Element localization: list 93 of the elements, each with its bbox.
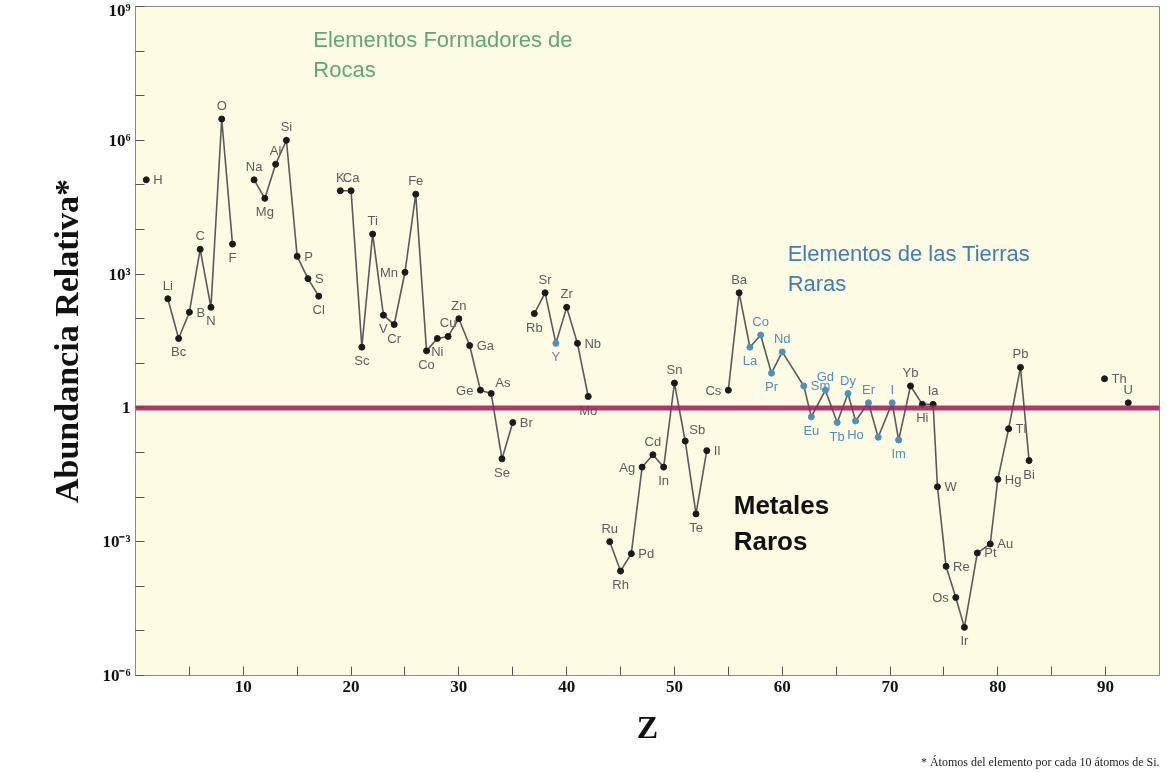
annotation: Ga [476,338,495,354]
annotation: Hi [916,410,929,426]
annotation: Nd [773,330,791,346]
annotation: Yb [902,364,919,380]
annotation: Pr [764,379,779,395]
annotation: Ca [342,169,361,185]
annotation: Ti [367,213,378,229]
annotation: Fe [408,173,424,189]
x-tick-label: 80 [989,676,1007,696]
annotation: As [495,374,511,390]
annotation: Elementos de las Tierras Raras [787,240,1030,296]
annotation: Rb [526,319,543,335]
y-tick-label: 10⁻³ [102,532,131,552]
annotation: Zr [560,286,574,302]
annotation: Ia [927,383,940,399]
x-tick-label: 20 [342,676,360,696]
annotation: Sc [354,353,370,369]
annotation: Au [997,536,1014,552]
annotation: Dy [840,372,857,388]
y-tick-label: 10³ [108,264,131,284]
annotation: Ho [847,426,864,442]
annotation: Sr [538,271,553,287]
annotation: Ag [619,459,636,475]
annotation: Im [891,446,906,462]
annotation: C [195,228,205,244]
x-tick-label: 30 [450,676,468,696]
x-tick-label: 40 [558,676,576,696]
annotation: Te [689,519,703,535]
y-tick-label: 10⁶ [108,130,131,150]
annotation: Cd [644,433,662,449]
annotation: Pd [638,546,655,562]
annotation: Br [519,415,534,431]
annotation: Ba [731,271,748,287]
annotation: Bi [1023,466,1035,482]
annotation: Sn [666,362,683,378]
annotation: Bc [171,344,187,360]
annotation: S [314,271,324,287]
annotation: K [335,169,345,185]
annotation: Cl [312,302,325,318]
annotation: Al [269,143,282,159]
annotation: B [196,304,206,320]
annotation: U [1123,381,1133,397]
annotation: H [153,172,163,188]
annotation: Pb [1012,346,1029,362]
annotation: Ge [456,382,474,398]
annotation: F [228,250,237,266]
x-tick-label: 50 [665,676,683,696]
annotation: Y [551,349,561,365]
y-tick-label: 10⁻⁶ [102,666,131,685]
annotation: Cr [387,330,402,346]
text: * Átomos del elemento por cada 10 átomos de Si. [920,754,1160,769]
x-tick-label: 90 [1097,676,1115,696]
annotation: Pt [984,545,998,561]
annotation: Ir [960,633,970,649]
annotation: Cs [705,382,722,398]
annotation: Mo [579,402,598,418]
annotation: Si [280,119,293,135]
annotation: Na [245,158,264,174]
annotation: Mn [379,264,398,280]
annotation: N [206,313,216,329]
annotation: Mg [255,204,274,220]
annotation: Sb [689,422,706,438]
y-tick-label: 1 [122,398,131,418]
annotation: O [216,98,227,114]
y-axis-title: Abundancia Relativa* [48,179,86,503]
annotation: Cu [439,315,457,331]
annotation: Metales Raros [733,490,830,557]
annotation: Hg [1004,471,1022,487]
x-axis-title: Z [636,708,659,745]
annotation: Er [861,381,876,397]
x-tick-label: 60 [773,676,791,696]
x-tick-label: 70 [881,676,899,696]
annotation: Li [162,277,174,293]
annotation: I [890,381,894,397]
annotation: Co [752,314,769,330]
annotation: W [944,479,958,495]
annotation: Elementos Formadores de Rocas [313,26,573,82]
annotation: Rh [612,577,629,593]
annotation: P [304,248,313,264]
annotation: Ru [601,520,619,536]
annotation: La [742,353,758,369]
annotation: Re [953,558,970,574]
annotation: Tb [829,428,845,444]
annotation: Eu [803,422,820,438]
annotation: In [658,473,670,489]
annotation: Il [713,443,721,459]
annotation: V [379,321,389,337]
annotation: Nb [584,335,602,351]
annotation: Se [494,464,510,480]
y-tick-label: 10⁹ [108,0,131,20]
x-tick-label: 10 [234,676,252,696]
annotation: Os [932,590,950,606]
annotation: Zn [451,297,467,313]
